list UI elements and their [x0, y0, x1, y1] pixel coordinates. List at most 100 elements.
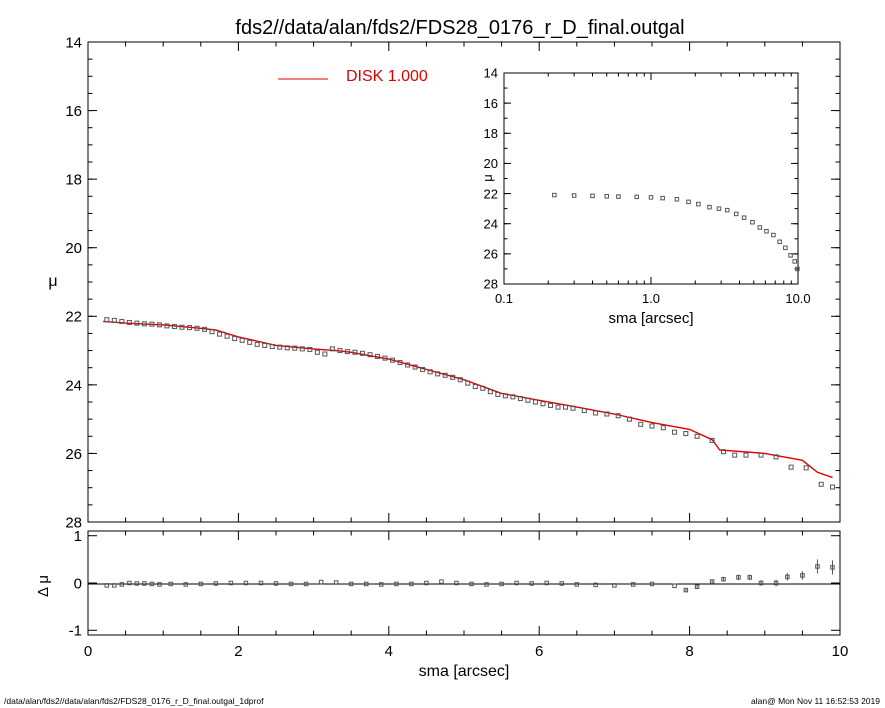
data-point — [540, 401, 546, 407]
data-point — [510, 394, 516, 400]
data-point — [379, 582, 384, 587]
data-point — [322, 351, 328, 357]
data-point — [570, 405, 576, 411]
data-point — [716, 206, 722, 211]
data-point — [288, 581, 294, 587]
data-point — [795, 266, 800, 272]
data-point — [672, 429, 678, 435]
data-point — [733, 211, 739, 217]
data-point — [412, 364, 418, 370]
data-point — [171, 324, 177, 330]
data-point — [499, 581, 504, 587]
data-point — [616, 194, 621, 199]
data-point — [785, 574, 790, 580]
data-point — [454, 580, 459, 586]
data-point — [127, 580, 132, 586]
data-point — [638, 421, 644, 427]
residual-x-axis-label: sma [arcsec] — [419, 663, 510, 680]
data-point — [247, 339, 253, 345]
data-point — [119, 582, 125, 587]
data-point — [649, 581, 655, 587]
data-point — [757, 225, 763, 230]
data-point — [672, 583, 677, 589]
data-point — [164, 323, 170, 329]
data-point — [217, 331, 223, 337]
footer-user-timestamp: alan@ Mon Nov 11 16:52:53 2019 — [751, 696, 880, 706]
data-point — [104, 317, 110, 323]
data-point — [800, 573, 805, 578]
data-point — [649, 423, 655, 429]
main-panel-series — [102, 317, 835, 490]
data-point — [626, 416, 632, 422]
data-point — [709, 579, 715, 584]
data-point — [694, 584, 700, 590]
data-point — [409, 581, 414, 587]
y-tick-label: 16 — [484, 96, 498, 111]
y-tick-label: 16 — [65, 103, 82, 120]
data-point — [292, 345, 298, 351]
data-point — [525, 397, 531, 403]
data-point — [363, 581, 369, 587]
data-point — [228, 580, 234, 586]
data-point — [571, 193, 577, 198]
data-point — [674, 197, 680, 202]
y-tick-label: 24 — [484, 216, 498, 231]
data-point — [660, 425, 666, 431]
y-tick-label: 22 — [65, 309, 82, 326]
data-point — [375, 353, 381, 359]
data-point — [783, 245, 788, 251]
y-tick-label: 14 — [65, 34, 82, 51]
data-point — [303, 581, 309, 587]
data-point — [457, 377, 463, 383]
inset-panel-background — [504, 73, 798, 284]
data-point — [581, 408, 587, 414]
data-point — [390, 357, 396, 363]
data-point — [815, 564, 820, 569]
data-point — [299, 346, 305, 352]
footer-file-path: /data/alan/fds2//data/alan/fds2/FDS28_01… — [4, 696, 264, 706]
data-point — [142, 581, 147, 586]
data-point — [480, 385, 486, 391]
data-point — [112, 583, 117, 588]
x-tick-label: 4 — [385, 643, 393, 660]
data-point — [487, 389, 493, 395]
data-point — [314, 349, 320, 355]
data-point — [420, 366, 426, 372]
data-point — [830, 565, 835, 570]
data-point — [179, 324, 185, 330]
data-point — [307, 347, 313, 353]
data-point — [574, 582, 580, 587]
legend-label: DISK 1.000 — [346, 68, 428, 85]
data-point — [465, 380, 471, 386]
data-point — [134, 581, 140, 586]
data-point — [435, 371, 441, 377]
data-point — [721, 576, 726, 582]
data-point — [156, 322, 162, 328]
data-point — [202, 326, 208, 332]
data-point — [111, 317, 117, 323]
data-point — [149, 321, 155, 327]
inset-y-axis-label: μ — [480, 174, 495, 182]
data-point — [615, 413, 621, 419]
data-point — [269, 343, 275, 349]
data-point — [552, 192, 557, 198]
y-tick-label: 22 — [484, 186, 498, 201]
y-tick-label: 28 — [484, 277, 498, 292]
figure-title: fds2//data/alan/fds2/FDS28_0176_r_D_fina… — [235, 17, 684, 39]
data-point — [544, 580, 549, 586]
data-point — [517, 396, 523, 402]
x-tick-label: 8 — [685, 643, 693, 660]
data-point — [168, 581, 173, 587]
data-point — [284, 345, 290, 351]
data-point — [709, 437, 715, 443]
data-point — [648, 195, 654, 200]
data-point — [686, 199, 691, 205]
y-tick-label: 0 — [74, 575, 82, 592]
data-point — [394, 581, 399, 587]
data-point — [612, 583, 617, 588]
x-tick-label: 6 — [535, 643, 543, 660]
data-point — [427, 369, 433, 375]
data-point — [209, 329, 215, 335]
